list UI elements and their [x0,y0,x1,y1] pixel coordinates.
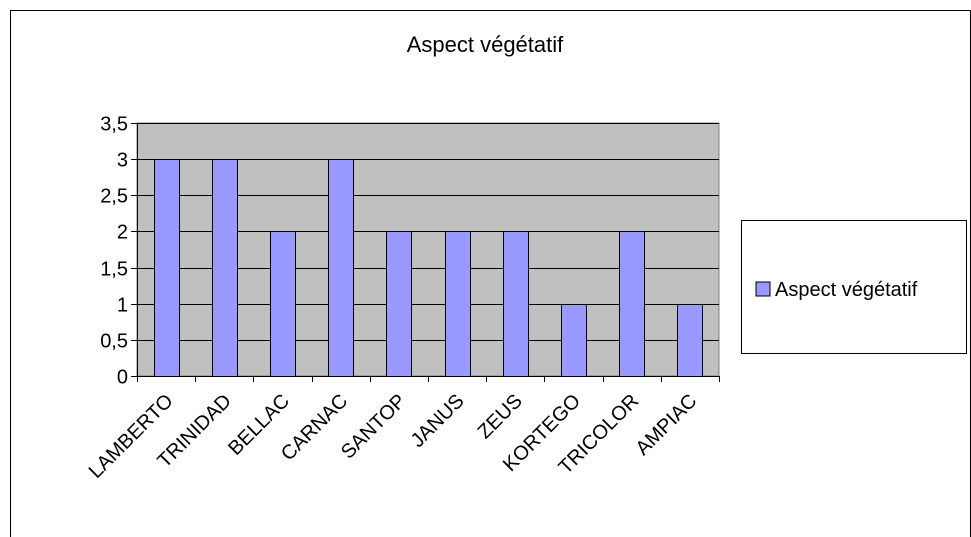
bar [619,231,645,377]
bar [212,159,238,377]
y-tick-label: 0 [117,367,128,389]
legend-label: Aspect végétatif [775,279,918,301]
y-tick-labels: 0 0,5 1 1,5 2 2,5 3 3,5 [100,114,128,389]
bar [154,159,180,377]
y-tick-label: 2,5 [100,186,128,208]
y-tick-label: 2 [117,222,128,244]
bar [270,231,296,377]
y-tick-label: 3,5 [100,114,128,136]
y-tick-label: 1 [117,295,128,317]
bar [677,304,703,377]
bars [154,159,703,377]
axes [131,123,720,382]
y-tick-label: 0,5 [100,331,128,353]
bar [328,159,354,377]
bar [561,304,587,377]
chart-title: Aspect végétatif [407,32,564,57]
legend-box [741,220,967,354]
y-tick-label: 1,5 [100,259,128,281]
legend-swatch [755,281,771,297]
bar [503,231,529,377]
bar [386,231,412,377]
legend: Aspect végétatif [741,220,967,354]
y-tick-label: 3 [117,150,128,172]
bar [445,231,471,377]
